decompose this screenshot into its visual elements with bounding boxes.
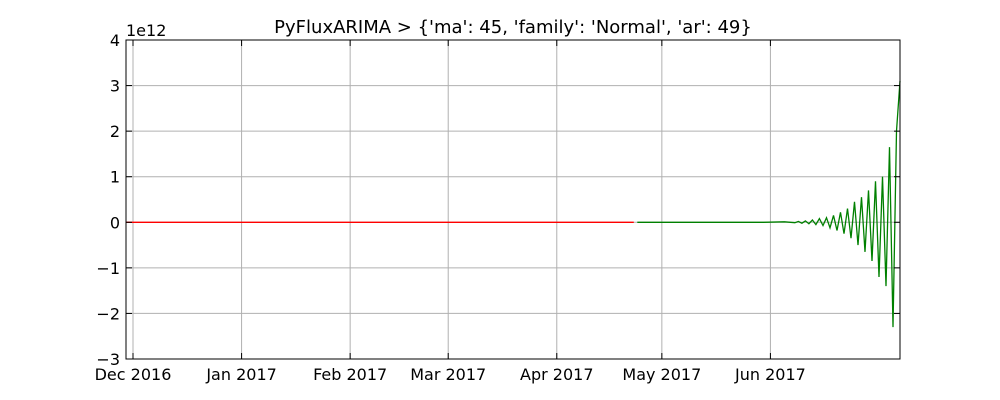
x-tick-label: Apr 2017 [520,365,593,384]
grid-layer [126,39,900,360]
y-tick-label: 1 [110,168,120,187]
y-tick-label: −2 [96,304,120,323]
x-tick-label: Feb 2017 [313,365,387,384]
plot-frame [125,39,901,360]
y-tick-label: 0 [110,213,120,232]
x-tick-label: Mar 2017 [410,365,486,384]
tick-layer: −3 −2 −1 0 1 2 3 4 Dec 2016 Jan 2017 Feb 2017 Mar 2… [95,31,900,384]
x-tick-label: Jun 2017 [734,365,806,384]
x-tick-label: Dec 2016 [95,365,172,384]
y-offset-label: 1e12 [126,21,166,40]
y-tick-label: 3 [110,77,120,96]
y-tick-label: −1 [96,259,120,278]
x-tick-label: Jan 2017 [205,365,276,384]
y-tick-label: −3 [96,350,120,369]
y-tick-label: 2 [110,122,120,141]
chart-title: PyFluxARIMA > {'ma': 45, 'family': 'Norm… [274,17,752,38]
x-tick-label: May 2017 [622,365,701,384]
series-layer [126,80,901,328]
y-tick-label: 4 [110,31,120,50]
series-line-2 [637,80,901,328]
